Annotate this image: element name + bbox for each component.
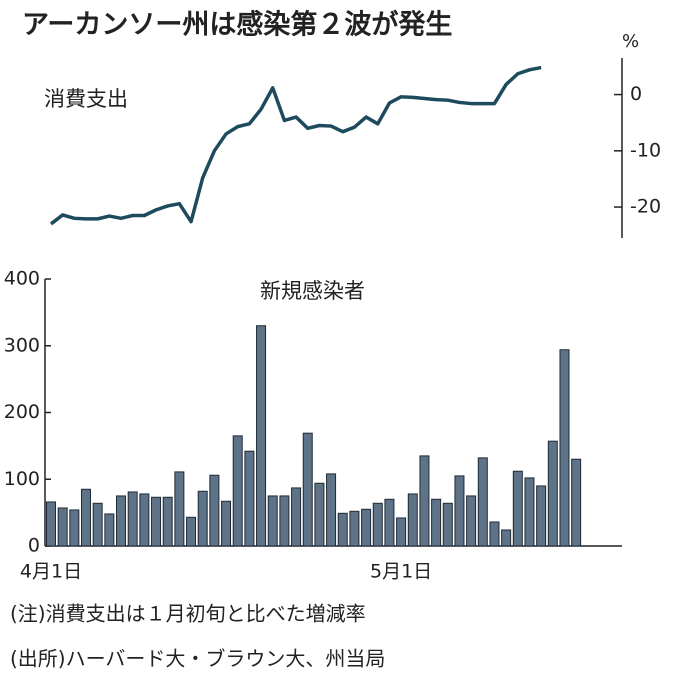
bar — [244, 450, 255, 547]
bar — [466, 495, 477, 547]
y-tick-label: 300 — [4, 334, 40, 356]
bar — [349, 510, 360, 547]
bar — [477, 457, 488, 547]
bar — [489, 521, 500, 547]
y-tick-label: 100 — [4, 468, 40, 490]
chart-title: アーカンソー州は感染第２波が発生 — [22, 9, 452, 41]
bar — [326, 473, 337, 547]
bar — [384, 498, 395, 547]
bar — [267, 495, 278, 547]
bar — [81, 488, 92, 547]
line — [49, 65, 542, 226]
bar — [314, 482, 325, 547]
bar — [524, 477, 535, 547]
x-tick-label: 4月1日 — [20, 561, 82, 583]
bar — [232, 435, 243, 547]
bar — [536, 485, 547, 547]
bar — [151, 496, 162, 547]
bar — [291, 487, 302, 547]
bar — [104, 513, 115, 547]
bar — [92, 502, 103, 547]
y-tick-label: 200 — [4, 401, 40, 423]
bar — [139, 493, 150, 547]
bar — [69, 509, 80, 547]
bar — [547, 440, 558, 547]
bar — [396, 517, 407, 547]
bar — [442, 502, 453, 547]
bar — [407, 493, 418, 547]
bar — [221, 500, 232, 547]
bar — [256, 325, 267, 547]
bar — [186, 516, 197, 547]
unit-label: % — [622, 31, 639, 52]
bar — [209, 474, 220, 547]
bar — [571, 458, 582, 547]
bar — [337, 512, 348, 547]
bar — [57, 507, 68, 547]
y-tick-label: -10 — [630, 139, 661, 161]
bar — [279, 495, 290, 547]
bar — [116, 495, 127, 547]
note: (注)消費支出は１月初旬と比べた増減率 — [10, 602, 366, 626]
y-tick-label: -20 — [630, 196, 661, 218]
bar — [302, 432, 313, 547]
bar — [454, 475, 465, 547]
note: (出所)ハーバード大・ブラウン大、州当局 — [10, 647, 385, 671]
bar — [559, 349, 570, 547]
y-tick-label: 0 — [28, 535, 40, 557]
bar — [431, 498, 442, 547]
bar — [372, 502, 383, 547]
y-tick-label: 400 — [4, 268, 40, 290]
panel-title: 新規感染者 — [260, 279, 365, 303]
bar — [174, 471, 185, 547]
bar — [419, 455, 430, 547]
x-tick-label: 5月1日 — [370, 561, 432, 583]
y-tick-label: 0 — [630, 83, 642, 105]
bar — [162, 496, 173, 547]
bar — [501, 529, 512, 547]
bar — [46, 501, 56, 547]
panel-title: 消費支出 — [44, 87, 128, 111]
bar — [361, 508, 372, 547]
bar — [127, 491, 138, 547]
bar — [197, 490, 208, 547]
bar — [512, 470, 523, 547]
